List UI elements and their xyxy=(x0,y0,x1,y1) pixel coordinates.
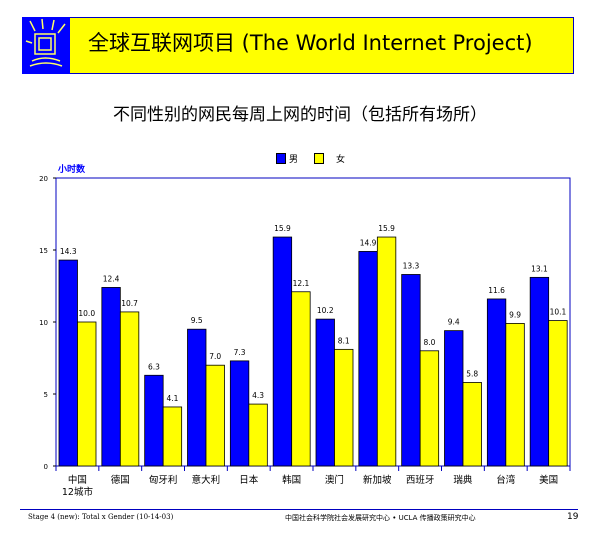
data-label: 9.5 xyxy=(191,316,203,325)
x-tick-label: 日本 xyxy=(239,474,259,486)
footer-source: Stage 4 (new): Total x Gender (10-14-03) xyxy=(28,513,174,521)
data-label: 10.7 xyxy=(121,299,138,308)
bar-male xyxy=(401,274,421,467)
title-banner xyxy=(22,17,574,74)
y-tick-label: 10 xyxy=(39,319,48,327)
y-tick-label: 0 xyxy=(44,463,48,471)
data-label: 8.1 xyxy=(338,336,350,345)
y-tick-label: 5 xyxy=(44,391,48,399)
legend-swatch-male xyxy=(276,153,286,164)
bar-female xyxy=(548,320,568,467)
data-label: 10.2 xyxy=(317,306,334,315)
bar-female xyxy=(419,350,440,467)
y-axis-label: 小时数 xyxy=(57,163,86,175)
bar-female xyxy=(162,406,183,467)
bar-female xyxy=(119,311,140,467)
y-tick-label: 20 xyxy=(39,175,48,183)
bar-male xyxy=(486,298,507,467)
x-tick-label: 瑞典 xyxy=(453,474,473,486)
x-tick-label: 德国 xyxy=(111,474,130,486)
x-tick-label: 西班牙 xyxy=(406,474,435,486)
legend-label-female: 女 xyxy=(336,155,346,165)
page-number: 19 xyxy=(567,512,579,522)
data-label: 5.8 xyxy=(466,369,478,378)
data-label: 7.3 xyxy=(234,348,246,357)
data-label: 8.0 xyxy=(423,338,435,347)
x-tick-label: 新加坡 xyxy=(363,474,392,486)
bar-female xyxy=(505,323,525,467)
y-tick-label: 15 xyxy=(39,247,48,255)
bar-female xyxy=(77,321,97,467)
data-label: 6.3 xyxy=(148,362,160,371)
data-label: 9.4 xyxy=(448,318,460,327)
legend: 男 女 xyxy=(276,152,345,165)
bar-female xyxy=(376,236,397,467)
data-label: 12.1 xyxy=(293,279,310,288)
data-label: 4.1 xyxy=(166,394,178,403)
bar-male xyxy=(58,259,78,467)
legend-swatch-female xyxy=(314,153,325,164)
data-label: 15.9 xyxy=(274,224,291,233)
bar-female xyxy=(248,403,268,467)
x-tick-label: 台湾 xyxy=(496,474,516,486)
bar-male xyxy=(144,374,164,467)
data-label: 13.3 xyxy=(403,261,420,270)
data-label: 4.3 xyxy=(252,391,264,400)
x-tick-label: 美国 xyxy=(539,474,558,486)
logo-icon xyxy=(22,17,70,74)
data-label: 9.9 xyxy=(509,310,521,319)
bar-male xyxy=(229,360,250,467)
data-label: 10.1 xyxy=(550,308,567,317)
data-label: 7.0 xyxy=(209,352,221,361)
legend-label-male: 男 xyxy=(289,155,299,165)
bar-male xyxy=(101,287,121,467)
bar-male xyxy=(358,251,378,467)
bar-female xyxy=(462,382,482,467)
data-label: 15.9 xyxy=(378,224,395,233)
x-tick-label: 12城市 xyxy=(62,486,94,498)
x-tick-label: 意大利 xyxy=(192,474,221,486)
data-label: 14.3 xyxy=(60,247,77,256)
data-label: 14.9 xyxy=(360,238,377,247)
footer-divider xyxy=(20,509,578,510)
bar-female xyxy=(205,364,225,467)
data-label: 13.1 xyxy=(531,264,548,273)
x-tick-label: 匈牙利 xyxy=(149,474,178,486)
chart-title: 不同性别的网民每周上网的时间（包括所有场所） xyxy=(113,105,487,125)
bar-female xyxy=(334,348,354,467)
x-tick-label: 韩国 xyxy=(282,474,301,486)
bar-male xyxy=(315,318,335,467)
x-tick-label: 澳门 xyxy=(325,474,344,486)
bar-male xyxy=(272,236,293,467)
bar-male xyxy=(187,328,207,467)
data-label: 10.0 xyxy=(78,309,95,318)
bar-male xyxy=(529,276,550,467)
data-label: 11.6 xyxy=(488,286,505,295)
data-label: 12.4 xyxy=(103,274,120,283)
plot-area xyxy=(55,177,571,467)
bar-male xyxy=(444,330,464,467)
footer-institutions: 中国社会科学院社会发展研究中心 • UCLA 传播政策研究中心 xyxy=(285,514,476,522)
x-tick-label: 中国 xyxy=(68,474,87,486)
page-title: 全球互联网项目 (The World Internet Project) xyxy=(88,31,533,55)
bar-female xyxy=(291,291,311,467)
